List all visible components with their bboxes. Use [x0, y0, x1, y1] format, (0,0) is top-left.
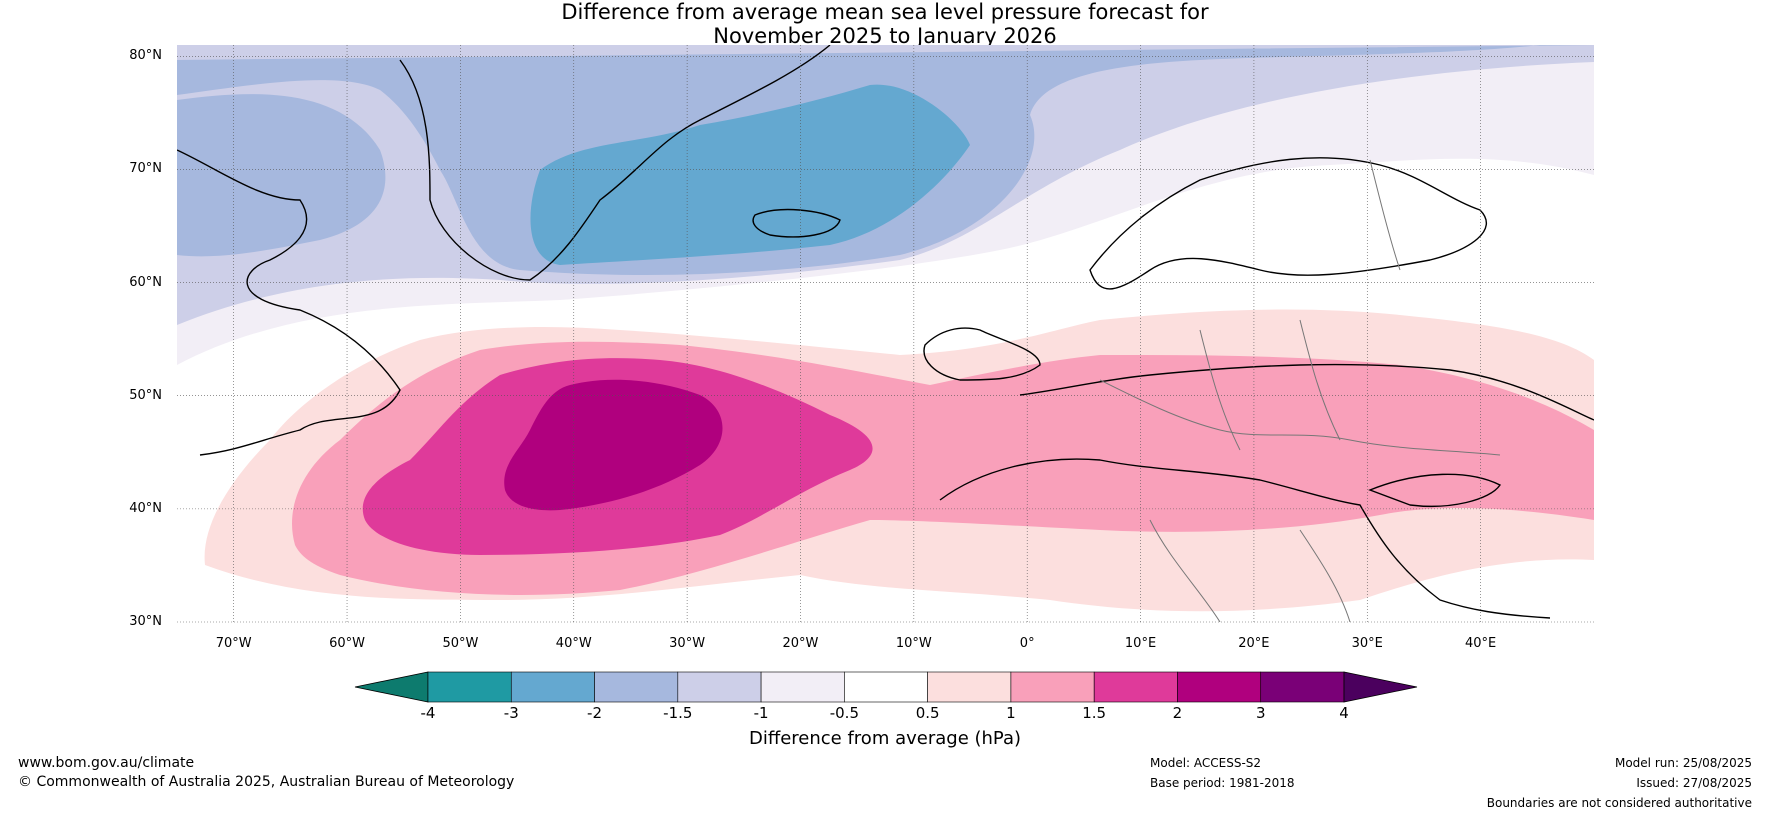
longitude-label: 30°W [669, 636, 706, 651]
colorbar-segment [1260, 671, 1345, 703]
longitude-label: 10°E [1124, 636, 1157, 651]
colorbar-tick-label: -1.5 [663, 704, 693, 722]
colorbar-segment [510, 671, 595, 703]
colorbar-min-arrow [354, 671, 429, 703]
colorbar-max-arrow [1343, 671, 1418, 703]
longitude-label: 20°W [782, 636, 819, 651]
coastlines [177, 45, 1594, 619]
colorbar-segment [1010, 671, 1095, 703]
footer-base-period: Base period: 1981-2018 [1150, 776, 1295, 790]
colorbar-segment [927, 671, 1012, 703]
colorbar-tick-label: -2 [587, 704, 603, 722]
longitude-label: 20°E [1238, 636, 1270, 651]
colorbar-segment [760, 671, 845, 703]
title-line-1: Difference from average mean sea level p… [561, 0, 1209, 24]
contour-pos-2 [504, 379, 723, 511]
colorbar-tick-label: -1 [753, 704, 769, 722]
longitude-label: 60°W [329, 636, 365, 651]
colorbar-segment [1177, 671, 1262, 703]
colorbar-tick-label: 1 [1006, 704, 1016, 722]
latitude-label: 40°N [129, 500, 162, 516]
map-title: Difference from average mean sea level p… [0, 0, 1770, 48]
longitude-label: 50°W [442, 636, 479, 651]
latitude-label: 60°N [129, 274, 162, 290]
colorbar-tick-label: 0.5 [915, 704, 940, 722]
colorbar-label: Difference from average (hPa) [748, 728, 1022, 749]
longitude-label: 10°W [895, 636, 932, 651]
colorbar-segment [844, 671, 928, 703]
colorbar-tick-label: 3 [1255, 704, 1266, 722]
map-field [177, 45, 1594, 622]
colorbar [354, 671, 1418, 703]
colorbar-tick-label: 1.5 [1082, 704, 1107, 722]
country-borders [1099, 159, 1501, 622]
latitude-label: 50°N [129, 387, 162, 403]
colorbar-segment [1093, 671, 1178, 703]
colorbar-tick-label: 4 [1339, 704, 1349, 722]
footer-website: www.bom.gov.au/climate [18, 755, 195, 771]
graticule [177, 45, 1594, 623]
longitude-label: 0° [1019, 636, 1035, 651]
longitude-label: 40°E [1464, 636, 1497, 651]
colorbar-tick-label: -0.5 [829, 704, 859, 722]
longitude-label: 70°W [215, 636, 252, 651]
footer-issued: Issued: 27/08/2025 [1636, 776, 1752, 790]
colorbar-tick-label: -3 [503, 704, 519, 722]
contour-neg-2 [530, 84, 970, 266]
longitude-label: 40°W [555, 636, 592, 651]
latitude-label: 80°N [129, 48, 162, 64]
footer-copyright: © Commonwealth of Australia 2025, Austra… [18, 774, 515, 790]
longitude-label: 30°E [1351, 636, 1383, 651]
footer-model-run: Model run: 25/08/2025 [1614, 756, 1752, 770]
title-line-2: November 2025 to January 2026 [713, 24, 1057, 48]
colorbar-tick-label: 2 [1172, 704, 1183, 722]
colorbar-segment [677, 671, 762, 703]
footer-disclaimer: Boundaries are not considered authoritat… [1486, 796, 1752, 810]
footer-model: Model: ACCESS-S2 [1150, 756, 1262, 770]
colorbar-tick-label: -4 [420, 704, 436, 722]
colorbar-segment [427, 671, 512, 703]
colorbar-segment [594, 671, 679, 703]
latitude-label: 30°N [129, 614, 162, 629]
latitude-label: 70°N [129, 161, 162, 177]
